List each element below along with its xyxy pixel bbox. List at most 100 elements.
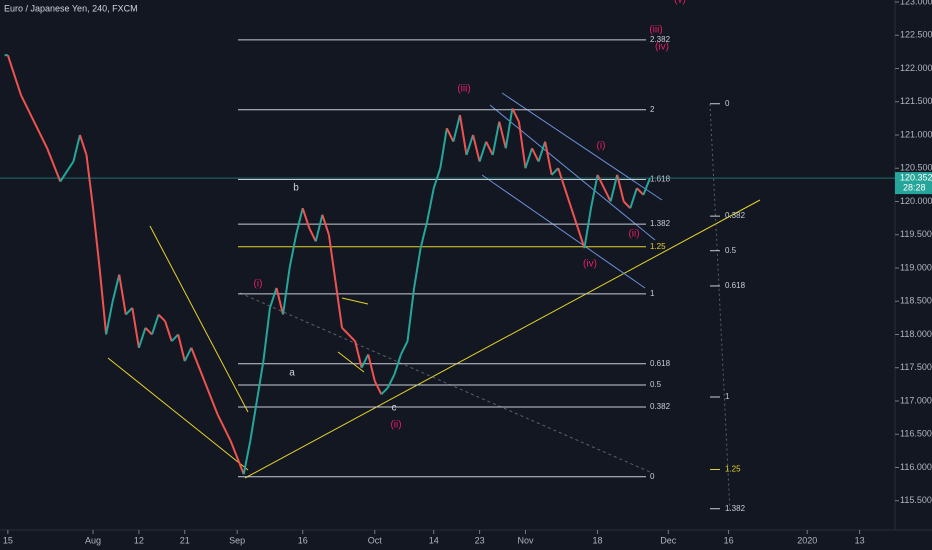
y-tick-label: 117.500 [900,362,932,372]
x-tick-label: Oct [368,535,383,545]
price-segment [229,440,245,475]
wave-label: (ii) [628,229,639,240]
price-segment [111,274,121,302]
price-segment [6,54,22,96]
price-segment [288,234,298,269]
price-segment [380,386,389,396]
price-segment [164,320,173,342]
wave-label: (iii) [457,84,470,95]
price-segment [98,267,108,335]
fib-label: 1 [650,289,655,298]
fib-label: 1.25 [650,242,666,251]
wave-label: (i) [597,141,606,152]
fib-ext-label: 1 [725,392,730,401]
price-segment [419,221,429,249]
price-segment [590,174,599,209]
price-segment [629,187,638,209]
price-segment [203,380,219,415]
x-tick-label: Sep [229,535,245,545]
price-segment [636,187,645,196]
y-tick-label: 119.000 [900,262,932,272]
price-segment [603,187,612,202]
price-segment [78,134,88,156]
y-tick-label: 121.000 [900,129,932,139]
wave-label: c [392,403,397,414]
wave-label: b [293,183,299,194]
x-tick-label: Dec [660,535,677,545]
drawing-line [481,174,646,289]
price-segment [92,208,101,269]
y-tick-label: 119.500 [900,229,932,239]
wave-label: (iv) [655,42,669,53]
fib-ext-label: 0.5 [725,246,737,255]
price-segment [609,174,619,202]
price-segment [170,333,179,342]
price-segment [623,200,632,209]
y-tick-label: 123.000 [900,0,932,6]
fib-label: 1.618 [650,175,671,184]
price-segment [354,340,363,368]
price-segment [445,127,455,143]
price-segment [262,307,271,362]
fib-ext-label: 1.382 [725,504,746,513]
wave-label: (v) [674,0,686,6]
price-segment [458,114,468,156]
drawing-line [107,357,249,471]
last-price-label: 120.352 [900,172,932,182]
price-segment [393,354,402,375]
x-tick-label: 16 [724,535,734,545]
fib-label: 0 [650,472,655,481]
price-segment [400,340,409,355]
price-segment [268,287,278,309]
price-segment [46,147,62,182]
y-tick-label: 121.500 [900,96,932,106]
price-segment [413,247,422,289]
x-tick-label: 14 [429,535,439,545]
price-segment [478,141,488,162]
price-segment [157,313,166,322]
price-segment [314,214,324,242]
price-segment [642,177,651,196]
drawing-line [244,199,761,479]
drawing-line [501,92,663,201]
fib-label: 1.382 [650,219,671,228]
price-segment [426,187,435,222]
fib-ext-label: 0.618 [725,281,746,290]
price-segment [105,301,114,335]
x-tick-label: 21 [180,535,190,545]
price-segment [327,234,337,282]
price-segment [177,334,186,362]
price-segment [563,187,573,209]
fib-ext-label: 0 [725,99,730,108]
drawing-line [149,225,249,413]
drawing-line [239,292,651,473]
fib-label: 2.382 [650,35,671,44]
wave-label: (i) [254,279,263,290]
price-segment [255,360,265,402]
x-tick-label: 16 [298,535,308,545]
fib-label: 0.5 [650,380,662,389]
price-segment [137,327,147,349]
price-segment [504,108,514,149]
price-segment [321,214,330,236]
x-tick-label: 2020 [797,535,817,545]
symbol-title: Euro / Japanese Yen, 240, FXCM [4,3,138,13]
price-segment [242,440,252,475]
wave-label: (ii) [390,420,401,431]
price-segment [151,314,160,335]
price-segment [308,227,317,242]
price-segment [616,174,625,202]
x-tick-label: 18 [593,535,603,545]
price-segment [33,121,49,149]
wave-label: (iii) [649,25,662,36]
drawing-line [709,103,731,513]
price-segment [439,128,448,169]
x-tick-label: 15 [3,535,13,545]
price-segment [452,114,461,142]
price-segment [144,327,153,336]
price-segment [85,154,95,209]
y-tick-label: 120.500 [900,163,932,173]
countdown: 28:28 [903,182,926,192]
price-segment [373,380,383,395]
